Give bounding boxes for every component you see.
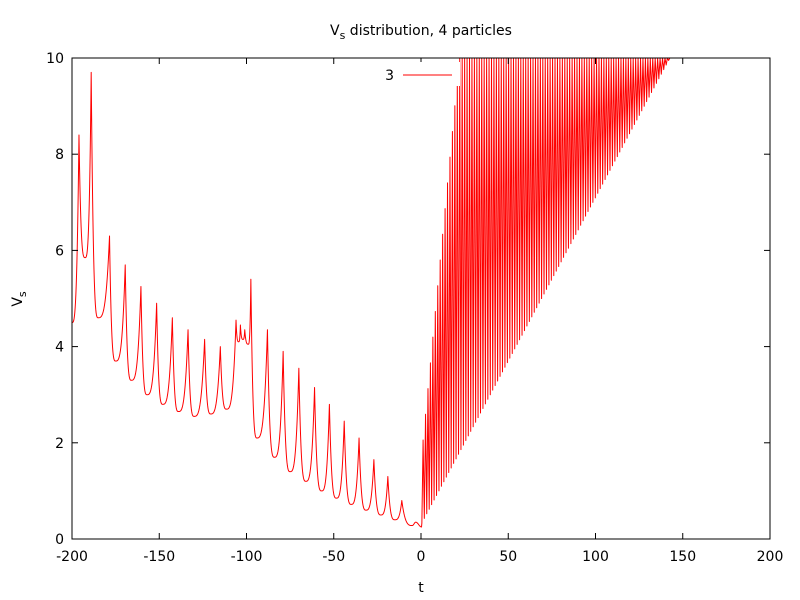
y-axis-label-subscript: s: [16, 291, 29, 297]
legend-box: [376, 62, 460, 86]
legend: 3: [376, 62, 460, 86]
x-tick-label-6: 100: [582, 549, 609, 565]
legend-entry-label: 3: [385, 68, 394, 84]
x-tick-label-7: 150: [669, 549, 696, 565]
plot-area: [71, 57, 678, 528]
x-tick-label-2: -100: [231, 549, 263, 565]
svg-text:Vs distribution, 4 particles: Vs distribution, 4 particles: [330, 23, 512, 42]
y-axis-label-main: V: [10, 297, 26, 307]
chart-title: Vs distribution, 4 particles: [330, 23, 512, 42]
x-tick-label-1: -150: [143, 549, 175, 565]
axis-ticks: -200 -150 -100 -50 0 50 100 150 200 0 2 4 6 8 10: [46, 51, 783, 565]
x-tick-label-5: 50: [499, 549, 517, 565]
x-tick-label-8: 200: [757, 549, 784, 565]
title-main: V: [330, 23, 340, 39]
svg-text:Vs: Vs: [10, 291, 29, 307]
y-tick-label-0: 0: [55, 532, 64, 548]
title-rest: distribution, 4 particles: [345, 23, 512, 39]
title-subscript: s: [340, 29, 346, 42]
x-tick-label-4: 0: [417, 549, 426, 565]
series-3-line: [71, 57, 678, 528]
y-tick-label-2: 4: [55, 340, 64, 356]
y-tick-label-5: 10: [46, 51, 64, 67]
y-tick-label-3: 6: [55, 243, 64, 259]
y-axis-label: Vs: [10, 291, 29, 307]
y-tick-label-4: 8: [55, 147, 64, 163]
x-axis-label: t: [418, 580, 424, 596]
x-tick-label-3: -50: [322, 549, 345, 565]
x-tick-label-0: -200: [56, 549, 88, 565]
y-tick-label-1: 2: [55, 436, 64, 452]
